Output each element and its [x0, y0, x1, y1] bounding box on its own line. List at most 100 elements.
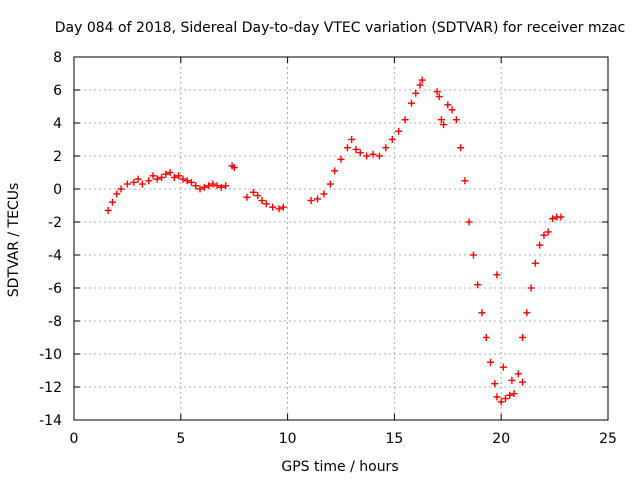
y-tick-label: 2: [53, 149, 62, 165]
data-point: [514, 370, 522, 378]
data-point: [508, 376, 516, 384]
data-point: [375, 152, 383, 160]
data-series-sdtvar: [104, 76, 565, 406]
data-point: [348, 136, 356, 143]
data-point: [254, 192, 262, 200]
data-point: [279, 203, 287, 211]
data-point: [401, 116, 409, 124]
data-point: [158, 173, 166, 181]
data-point: [187, 178, 195, 186]
data-point: [501, 395, 509, 403]
data-point: [493, 393, 501, 401]
data-point: [497, 398, 505, 406]
plot-frame: [73, 56, 609, 421]
data-point: [461, 177, 469, 185]
y-tick-label: -12: [39, 380, 62, 396]
data-point: [108, 198, 116, 206]
data-point: [469, 251, 477, 259]
axis-ticks: [73, 56, 609, 421]
x-tick-label: 25: [599, 431, 617, 447]
data-point: [162, 170, 170, 178]
data-point: [506, 391, 514, 399]
data-point: [487, 358, 495, 366]
data-point: [170, 173, 178, 181]
chart-title: Day 084 of 2018, Sidereal Day-to-day VTE…: [55, 20, 625, 36]
data-point: [407, 99, 415, 107]
data-point: [307, 197, 315, 205]
data-point: [452, 116, 460, 124]
data-point: [440, 121, 448, 129]
x-tick-label: 20: [492, 431, 510, 447]
y-tick-label: 8: [53, 50, 62, 66]
data-point: [482, 334, 490, 341]
data-point: [166, 169, 174, 176]
y-tick-label: -6: [48, 281, 62, 297]
data-point: [437, 116, 445, 124]
data-point: [222, 182, 230, 190]
data-point: [478, 309, 486, 317]
data-point: [130, 178, 138, 186]
data-point: [113, 190, 121, 198]
x-tick-label: 5: [176, 431, 185, 447]
data-point: [145, 177, 153, 185]
y-tick-labels: -14 -12 -10 -8 -6 -4 -2 0 2 4 6 8: [39, 50, 62, 429]
data-point: [275, 205, 283, 213]
data-point: [104, 206, 112, 214]
x-tick-label: 0: [70, 431, 79, 447]
data-point: [491, 380, 499, 388]
data-point: [363, 152, 371, 160]
data-point: [395, 127, 403, 135]
y-axis-label: SDTVAR / TECUs: [6, 183, 22, 298]
grid-lines: [74, 57, 608, 420]
data-point: [435, 93, 443, 101]
data-point: [433, 88, 441, 96]
data-point: [474, 281, 482, 289]
y-tick-label: -10: [39, 347, 62, 363]
data-point: [343, 144, 351, 152]
data-point: [388, 136, 396, 143]
data-point: [314, 195, 322, 203]
data-point: [183, 177, 191, 185]
x-tick-label: 10: [279, 431, 297, 447]
data-point: [548, 215, 556, 223]
data-point: [540, 231, 548, 239]
y-tick-label: 6: [53, 83, 62, 99]
data-point: [230, 164, 238, 172]
data-point: [465, 218, 473, 226]
x-tick-labels: 0 5 10 15 20 25: [70, 431, 617, 447]
data-point: [444, 101, 452, 109]
data-point: [205, 182, 213, 190]
x-tick-label: 15: [385, 431, 403, 447]
data-point: [523, 309, 531, 317]
data-point: [123, 180, 131, 188]
data-point: [217, 183, 225, 191]
data-point: [499, 363, 507, 371]
data-point: [138, 180, 146, 188]
data-point: [179, 175, 187, 183]
y-tick-label: -4: [48, 248, 62, 264]
data-point: [262, 200, 270, 208]
data-point: [519, 378, 527, 386]
y-tick-label: 4: [53, 116, 62, 132]
data-point: [209, 180, 217, 188]
data-point: [243, 193, 251, 201]
data-point: [117, 185, 125, 193]
data-point: [200, 183, 208, 191]
data-point: [134, 175, 142, 183]
data-point: [192, 182, 200, 190]
data-point: [258, 197, 266, 205]
data-point: [557, 213, 565, 221]
y-tick-label: -8: [48, 314, 62, 330]
data-point: [196, 185, 204, 193]
data-point: [153, 175, 161, 183]
data-point: [448, 106, 456, 114]
data-point: [493, 271, 501, 279]
data-point: [249, 188, 257, 196]
data-point: [331, 167, 339, 175]
data-point: [213, 182, 221, 190]
y-tick-label: 0: [53, 182, 62, 198]
data-point: [510, 390, 518, 398]
data-point: [352, 145, 360, 153]
data-point: [320, 190, 328, 198]
